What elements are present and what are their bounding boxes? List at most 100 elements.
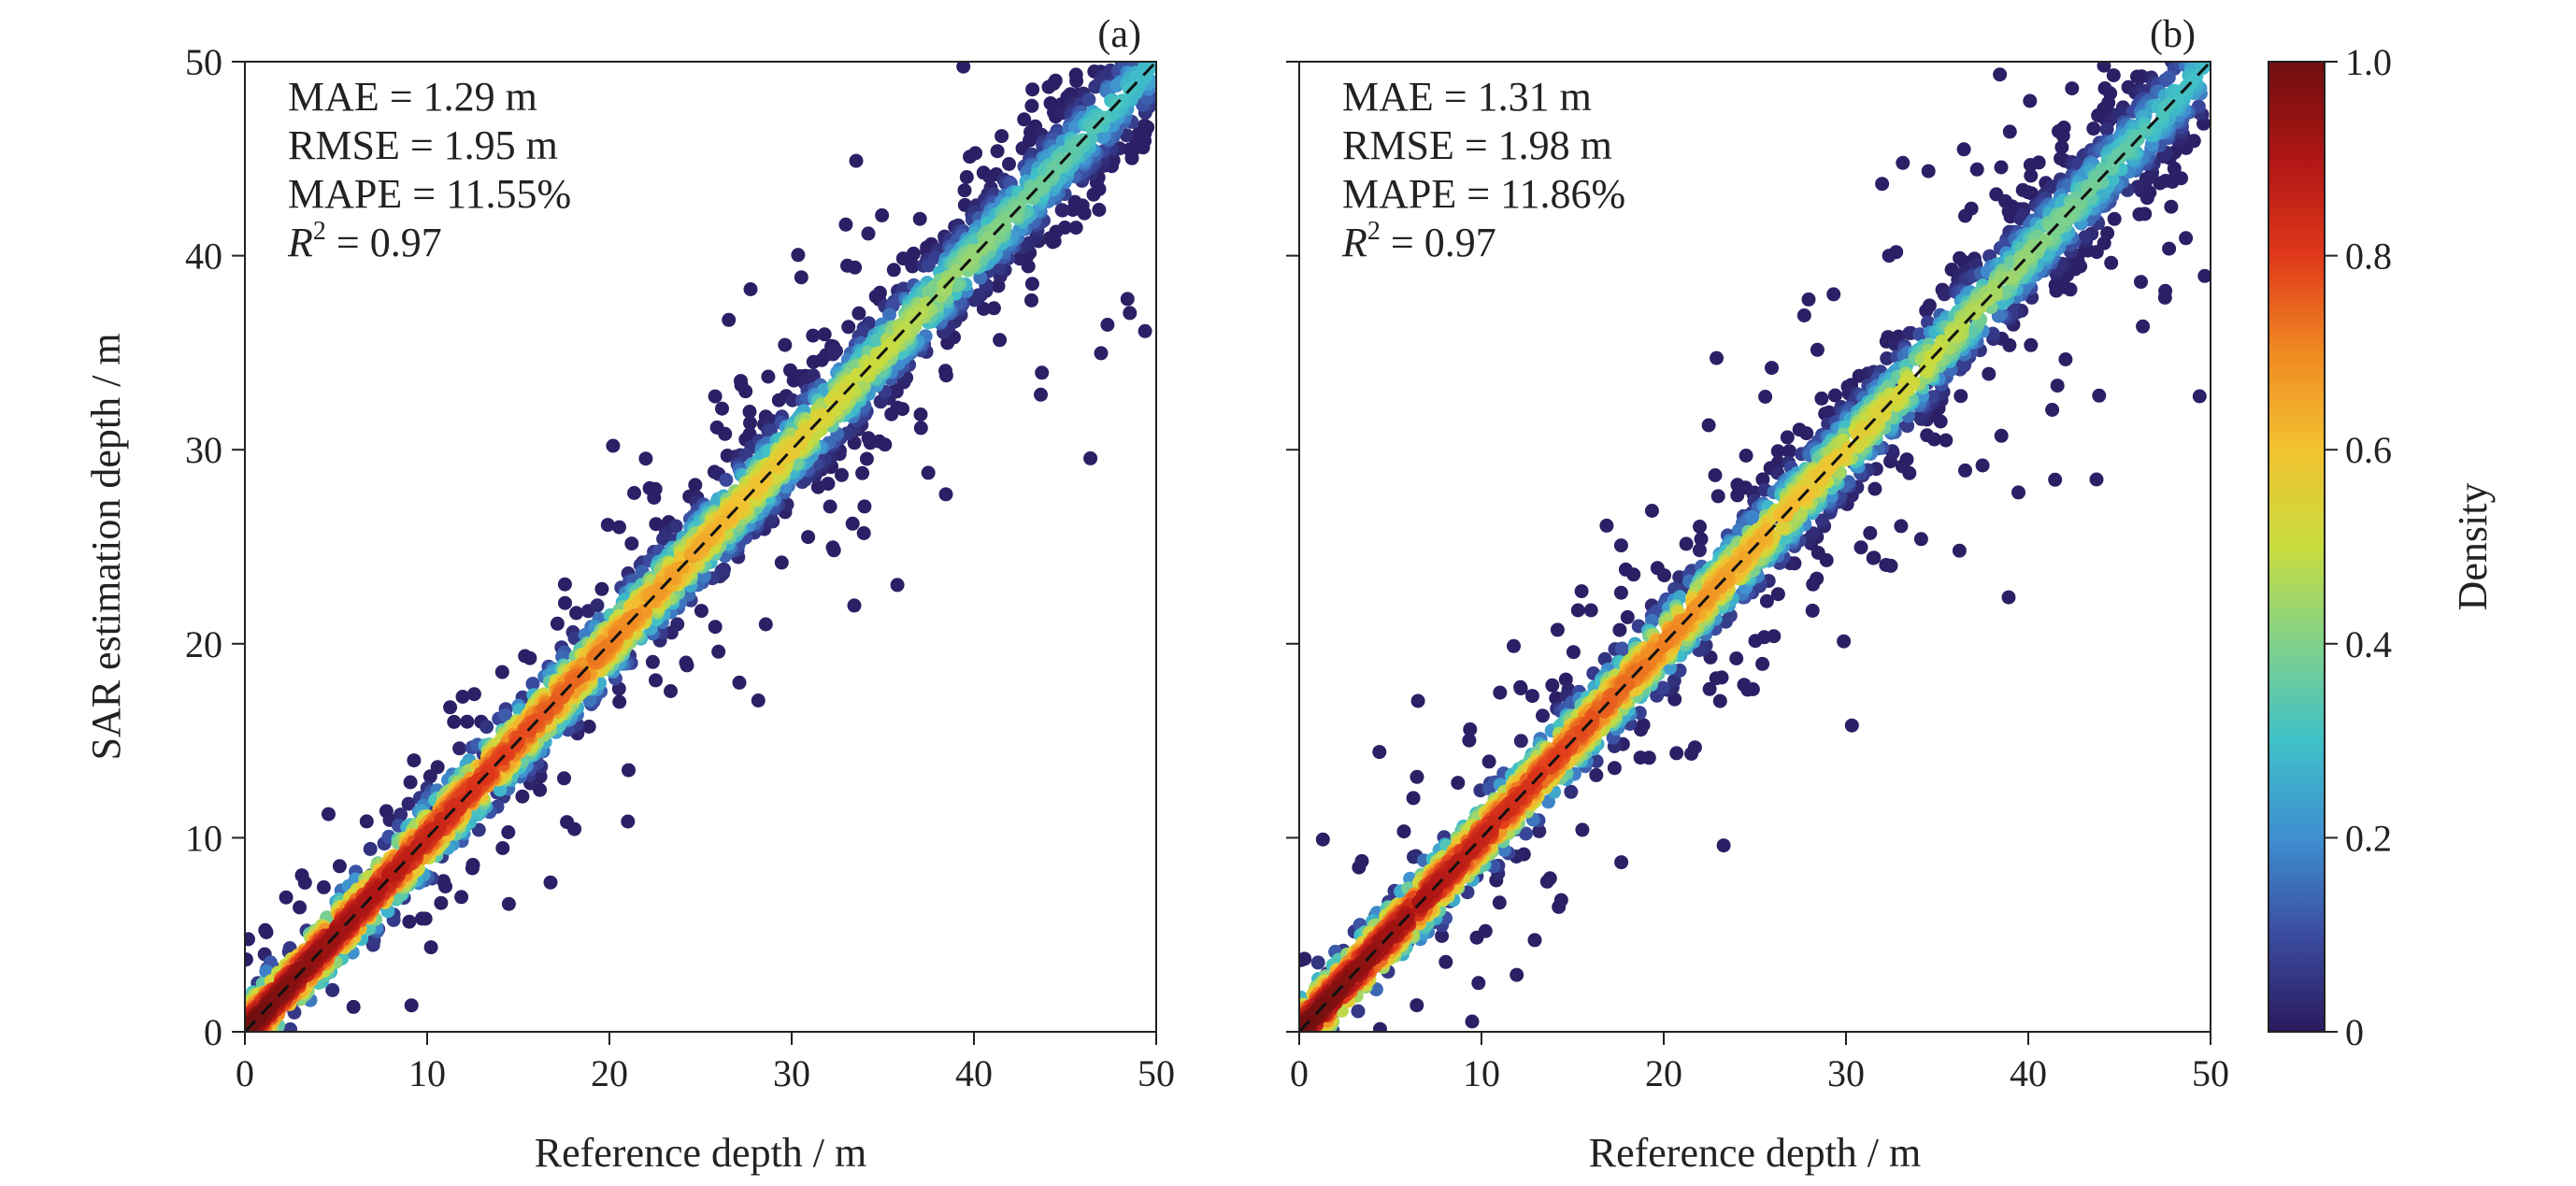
data-point: [810, 479, 825, 494]
data-point: [1123, 306, 1138, 321]
data-point: [715, 401, 729, 416]
data-point: [711, 644, 726, 659]
data-point: [1799, 426, 1814, 441]
data-point: [2048, 472, 2063, 487]
data-point: [2157, 290, 2172, 305]
data-point: [1138, 118, 1152, 133]
data-point: [1620, 609, 1635, 624]
data-point: [332, 859, 347, 874]
data-point: [734, 492, 749, 507]
data-point: [993, 333, 1008, 348]
data-point: [1034, 387, 1048, 402]
data-point: [316, 879, 331, 894]
data-point: [1589, 767, 1604, 782]
data-point: [732, 675, 747, 690]
data-point: [1737, 678, 1752, 693]
data-point: [1542, 871, 1557, 886]
data-point: [1299, 951, 1312, 966]
data-point: [1875, 177, 1890, 192]
data-point: [906, 246, 921, 261]
data-point: [2092, 388, 2107, 403]
stat-line: R2 = 0.97: [287, 217, 442, 265]
data-point: [738, 384, 753, 399]
data-point: [2015, 182, 2030, 197]
data-point: [1913, 532, 1928, 547]
data-point: [1759, 593, 1774, 608]
data-point: [1863, 525, 1878, 540]
data-point: [995, 129, 1009, 144]
data-point: [1693, 520, 1707, 534]
data-point: [1710, 350, 1724, 365]
data-point: [430, 760, 445, 775]
stat-value: 1.95 m: [444, 122, 558, 168]
data-point: [2164, 199, 2179, 214]
data-point: [1669, 746, 1684, 761]
data-point: [2054, 140, 2069, 154]
data-point: [1618, 562, 1633, 577]
data-point: [1077, 206, 1092, 221]
data-point: [688, 478, 703, 493]
data-point: [1810, 342, 1825, 357]
data-point: [742, 405, 757, 419]
data-point: [1745, 509, 1760, 524]
data-point: [1024, 277, 1039, 292]
y-tick-label: 10: [185, 817, 222, 859]
data-point: [1880, 351, 1895, 365]
data-point: [460, 714, 475, 729]
data-point: [2001, 590, 2016, 605]
data-point: [606, 438, 621, 453]
data-point: [1435, 929, 1450, 943]
x-tick-label: 50: [1138, 1052, 1175, 1094]
data-point: [845, 516, 860, 531]
y-tick-label: 20: [185, 623, 222, 665]
data-point: [1462, 733, 1477, 748]
data-point: [852, 306, 866, 321]
data-point: [938, 487, 953, 502]
stat-line: MAE = 1.29 m: [288, 74, 537, 120]
data-point: [1002, 157, 1016, 171]
data-point: [1564, 784, 1579, 799]
data-point: [1944, 263, 1959, 277]
data-point: [1994, 428, 2009, 443]
data-point: [1982, 366, 1996, 381]
data-point: [1438, 954, 1453, 969]
data-point: [1994, 160, 2009, 175]
data-point: [418, 911, 433, 926]
data-point: [838, 381, 853, 396]
data-point: [1373, 1022, 1387, 1032]
data-point: [963, 150, 978, 164]
data-point: [847, 598, 862, 613]
data-point: [1566, 645, 1581, 660]
data-point: [761, 369, 776, 384]
data-point: [1782, 444, 1796, 459]
x-tick-label: 10: [408, 1052, 446, 1094]
data-point: [1545, 678, 1560, 693]
data-point: [2031, 155, 2046, 170]
x-tick-label: 0: [236, 1052, 254, 1094]
data-point: [1068, 67, 1083, 82]
data-point: [875, 207, 890, 222]
data-point: [882, 307, 896, 322]
x-tick-label: 40: [955, 1052, 993, 1094]
data-point: [1655, 680, 1670, 695]
data-point: [2024, 168, 2039, 183]
data-point: [1709, 671, 1724, 686]
data-point: [612, 520, 626, 535]
data-point: [886, 263, 901, 278]
data-point: [971, 288, 986, 303]
data-point: [1507, 638, 1521, 653]
data-point: [835, 467, 849, 482]
data-point: [986, 301, 1001, 316]
data-point: [279, 890, 293, 905]
data-point: [949, 264, 964, 279]
data-point: [495, 841, 510, 855]
y-tick-label: 50: [185, 41, 222, 83]
stat-value: 11.55%: [446, 171, 571, 217]
data-point: [600, 518, 615, 533]
data-point: [1679, 536, 1694, 551]
data-point: [1739, 449, 1753, 463]
data-point: [1570, 603, 1585, 618]
data-point: [1354, 853, 1369, 868]
data-point: [1708, 468, 1723, 482]
data-point: [1657, 568, 1671, 583]
